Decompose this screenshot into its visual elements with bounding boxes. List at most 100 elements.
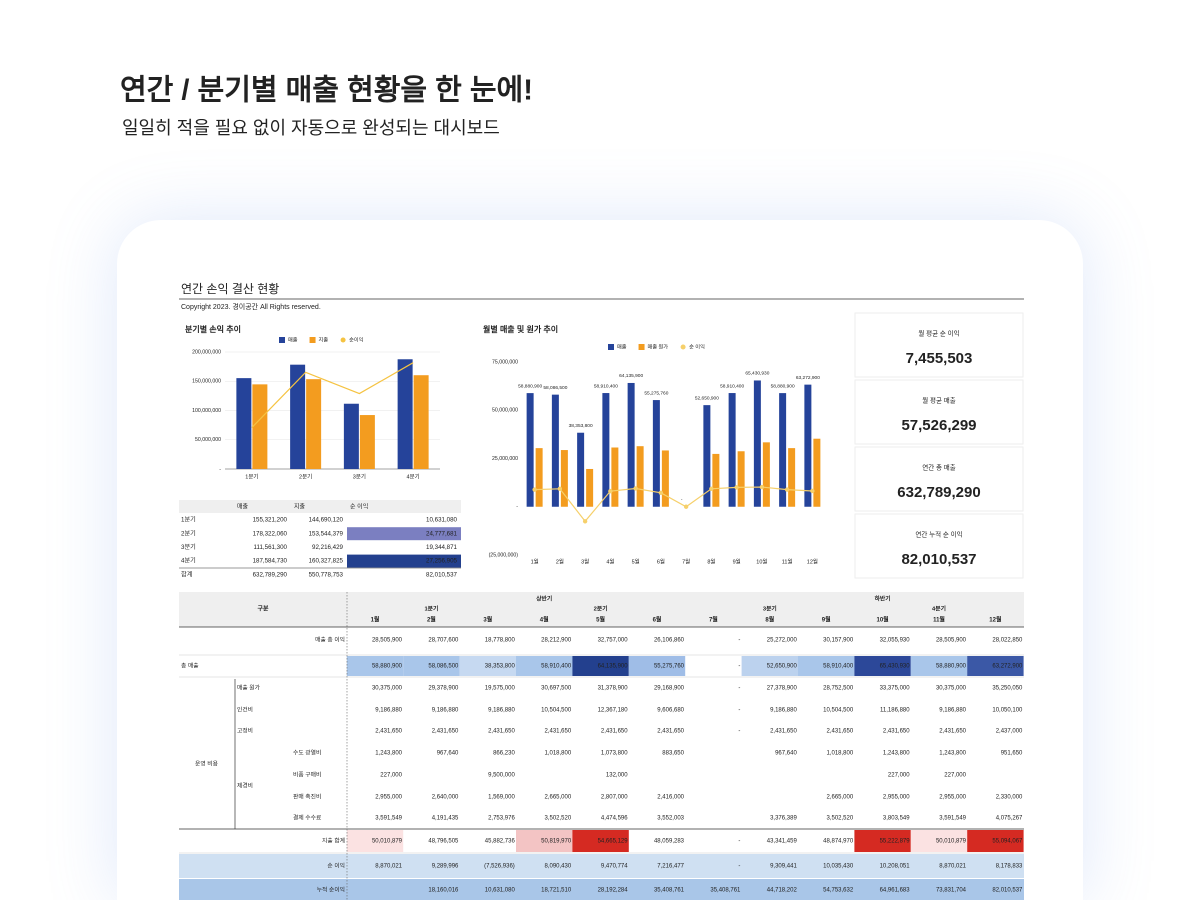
x-tick-label: 2월	[556, 557, 564, 565]
x-tick-label: 1분기	[245, 472, 258, 480]
cell-highlight	[516, 656, 573, 676]
cell: 227,000	[888, 773, 910, 779]
cell: 35,408,761	[710, 888, 741, 894]
x-tick-label: 11월	[782, 557, 793, 565]
cell: 4,075,267	[996, 816, 1023, 822]
cell-highlight	[967, 830, 1024, 852]
cell: 2,431,650	[770, 729, 797, 735]
legend-label: 매출 원가	[648, 342, 669, 350]
cell: 2,955,000	[375, 795, 402, 801]
cell: 187,584,730	[253, 558, 288, 565]
cell: 28,022,850	[992, 638, 1023, 644]
cell: 11,186,880	[880, 708, 910, 714]
row-label: 판매 촉진비	[293, 793, 321, 801]
bar	[636, 446, 644, 507]
cell: 35,250,050	[992, 686, 1023, 692]
row-label: 결제 수수료	[293, 814, 322, 822]
line-marker	[709, 486, 714, 491]
cell: 43,341,459	[767, 839, 798, 845]
cell-highlight	[967, 656, 1024, 676]
line-marker	[633, 486, 638, 491]
value-label: 55,275,760	[644, 390, 668, 396]
cell: 8,090,430	[544, 864, 571, 870]
page-title: 연간 / 분기별 매출 현황을 한 눈에!	[120, 74, 533, 107]
x-tick-label: 8월	[707, 557, 715, 565]
sheet-title: 연간 손익 결산 현황	[181, 282, 279, 296]
row-label: 합계	[181, 570, 193, 578]
y-tick-label: 100,000,000	[192, 408, 221, 414]
cell: 48,796,505	[428, 839, 459, 845]
cell: 58,086,500	[428, 664, 459, 670]
cell: 3,591,549	[939, 816, 966, 822]
bar	[526, 393, 534, 507]
cell: 227,000	[380, 773, 402, 779]
bar	[753, 380, 761, 507]
bar	[236, 378, 252, 469]
cell: 50,819,970	[541, 839, 572, 845]
row-label: 3분기	[181, 543, 196, 551]
cell: -	[738, 729, 740, 735]
column-header: 매출	[237, 503, 249, 511]
bar	[627, 382, 635, 507]
cell: 1,073,800	[601, 751, 628, 757]
row-label: 지출 합계	[322, 837, 345, 845]
row-label: 누적 순이익	[317, 886, 345, 894]
month-header: 12월	[989, 616, 1002, 624]
line-marker	[683, 504, 689, 509]
row-bg	[179, 854, 1024, 878]
cell: 132,000	[606, 773, 628, 779]
cell: 29,378,900	[428, 686, 459, 692]
cell: 2,431,650	[657, 729, 684, 735]
kpi-value: 7,455,503	[906, 350, 973, 367]
column-header: 지출	[294, 503, 306, 511]
bar	[813, 438, 821, 507]
group-label: 운영 비용	[195, 760, 219, 768]
legend-swatch	[680, 344, 686, 350]
table-header-bg	[179, 500, 461, 513]
x-tick-label: 4분기	[407, 472, 420, 480]
line-marker	[582, 519, 588, 524]
cell: 10,631,080	[426, 517, 458, 524]
cell: -	[738, 664, 740, 670]
cell: 2,640,000	[432, 795, 459, 801]
kpi-value: 57,526,299	[901, 417, 976, 434]
legend-label: 매출	[617, 342, 627, 350]
y-tick-label: -	[219, 466, 221, 472]
bar	[804, 384, 812, 507]
y-tick-label: 200,000,000	[192, 349, 221, 355]
legend-swatch	[279, 337, 285, 343]
x-tick-label: 4월	[606, 557, 614, 565]
y-tick-label: -	[516, 504, 518, 510]
cell: 52,650,900	[767, 664, 798, 670]
bar	[728, 393, 736, 507]
bar	[762, 442, 770, 507]
cell-highlight	[459, 656, 516, 676]
cell: 58,910,400	[541, 664, 572, 670]
cell: 55,094,067	[992, 839, 1023, 845]
cell: 30,375,000	[936, 686, 967, 692]
copyright: Copyright 2023. 경이공간 All Rights reserved…	[181, 302, 321, 311]
bar	[560, 450, 568, 507]
cell: 2,665,000	[826, 795, 853, 801]
cell: 2,431,650	[375, 729, 402, 735]
cell: 31,378,900	[598, 686, 629, 692]
cell: -	[738, 638, 740, 644]
cell: 9,186,880	[432, 708, 459, 714]
y-tick-label: 50,000,000	[492, 408, 518, 414]
bar	[661, 450, 669, 507]
month-header: 10월	[876, 616, 889, 624]
kpi-label: 연간 누적 순 이익	[915, 530, 962, 539]
cell: 54,665,129	[598, 839, 629, 845]
cell: 2,330,000	[996, 795, 1023, 801]
cell: 73,831,704	[936, 888, 967, 894]
cell: 8,870,021	[939, 864, 966, 870]
month-header: 8월	[765, 616, 774, 624]
cell: 63,272,900	[992, 664, 1023, 670]
legend-swatch	[340, 337, 346, 343]
x-tick-label: 3월	[581, 557, 589, 565]
x-tick-label: 12월	[807, 557, 818, 565]
cell: 2,807,000	[601, 795, 628, 801]
cell: 10,504,500	[541, 708, 572, 714]
kpi-box	[854, 379, 1024, 445]
quarter-header: 1분기	[424, 605, 438, 613]
